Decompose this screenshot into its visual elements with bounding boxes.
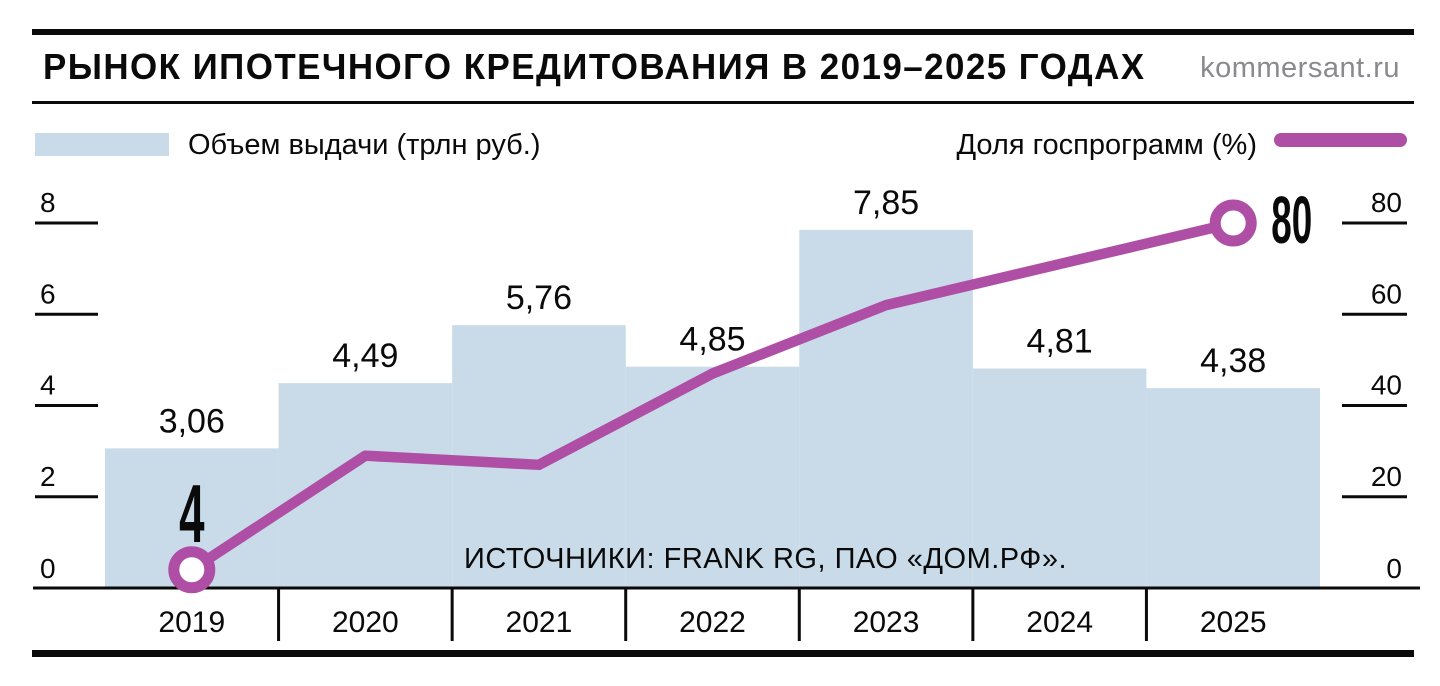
legend-line-swatch <box>1274 133 1407 147</box>
left-tick-label-4: 4 <box>40 370 56 401</box>
line-endpoint-label-last: 80 <box>1271 184 1312 258</box>
year-label-2024: 2024 <box>1026 606 1093 639</box>
bar-value-label-2025: 4,38 <box>1200 342 1266 380</box>
year-label-2019: 2019 <box>158 606 225 639</box>
bar-value-label-2023: 7,85 <box>853 184 919 222</box>
legend-line-label: Доля госпрограмм (%) <box>956 129 1257 161</box>
source-note: ИСТОЧНИКИ: FRANK RG, ПАО «ДОМ.РФ». <box>464 543 1068 575</box>
bar-value-label-2020: 4,49 <box>332 337 398 375</box>
x-tick-separator <box>1144 589 1148 641</box>
year-label-2021: 2021 <box>506 606 573 639</box>
right-tick-line-60 <box>1342 312 1407 316</box>
bar-value-label-2024: 4,81 <box>1027 323 1093 361</box>
left-tick-line-4 <box>35 404 98 407</box>
left-tick-label-0: 0 <box>40 553 56 584</box>
legend-bar-label: Объем выдачи (трлн руб.) <box>188 129 541 161</box>
right-tick-label-40: 40 <box>1371 370 1402 401</box>
line-endpoint-label-first: 4 <box>179 467 204 560</box>
bar-2025 <box>1146 388 1320 588</box>
left-tick-line-2 <box>35 495 98 499</box>
line-marker-first <box>168 546 216 594</box>
left-tick-label-8: 8 <box>40 187 56 218</box>
brand-watermark: kommersant.ru <box>1200 52 1400 84</box>
right-tick-line-20 <box>1342 495 1407 499</box>
bottom-rule <box>32 650 1414 657</box>
left-tick-line-8 <box>35 221 98 225</box>
bar-value-label-2021: 5,76 <box>506 279 572 317</box>
header-divider <box>32 101 1414 104</box>
right-tick-label-80: 80 <box>1371 187 1402 218</box>
x-tick-separator <box>277 589 281 641</box>
bar-2024 <box>972 368 1147 588</box>
line-marker-last <box>1209 199 1257 247</box>
bar-value-label-2022: 4,85 <box>679 321 745 359</box>
legend-bar-swatch <box>35 133 169 156</box>
top-rule <box>32 29 1414 35</box>
year-label-2022: 2022 <box>679 606 746 639</box>
right-tick-label-60: 60 <box>1371 278 1402 309</box>
right-tick-label-0: 0 <box>1386 553 1402 584</box>
right-tick-line-80 <box>1342 221 1407 225</box>
x-tick-separator <box>797 589 801 641</box>
bar-2023 <box>799 229 973 588</box>
line-series <box>188 217 1235 575</box>
left-tick-line-6 <box>35 312 98 316</box>
year-label-2025: 2025 <box>1200 606 1267 639</box>
x-axis-line <box>33 586 1420 590</box>
right-tick-label-20: 20 <box>1371 461 1402 492</box>
page-title: РЫНОК ИПОТЕЧНОГО КРЕДИТОВАНИЯ В 2019–202… <box>43 46 1146 87</box>
year-label-2023: 2023 <box>853 606 920 639</box>
x-tick-separator <box>450 589 454 641</box>
x-tick-separator <box>624 589 628 641</box>
bar-2020 <box>278 383 453 588</box>
bar-value-label-2019: 3,06 <box>159 402 225 440</box>
x-tick-separator <box>971 589 975 641</box>
left-tick-label-2: 2 <box>40 461 56 492</box>
year-label-2020: 2020 <box>332 606 399 639</box>
left-tick-label-6: 6 <box>40 278 56 309</box>
right-tick-line-40 <box>1342 404 1407 407</box>
